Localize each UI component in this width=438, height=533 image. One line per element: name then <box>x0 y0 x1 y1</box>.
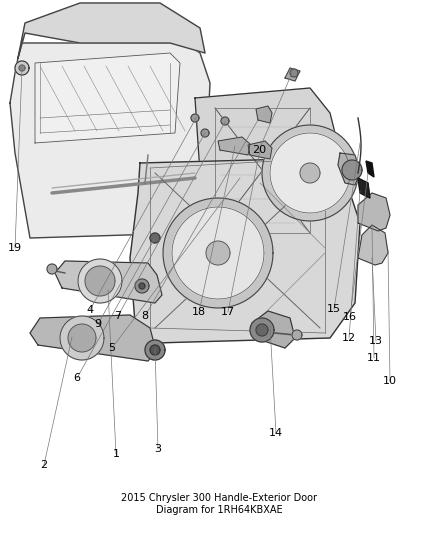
Polygon shape <box>60 316 104 360</box>
Polygon shape <box>68 324 96 352</box>
Text: 8: 8 <box>141 311 148 321</box>
Polygon shape <box>145 340 165 360</box>
Text: 17: 17 <box>221 307 235 317</box>
Polygon shape <box>10 43 210 238</box>
Polygon shape <box>163 198 273 308</box>
Text: 5: 5 <box>109 343 116 353</box>
Polygon shape <box>256 324 268 336</box>
Text: 6: 6 <box>74 373 81 383</box>
Text: 13: 13 <box>369 336 383 346</box>
Polygon shape <box>250 318 274 342</box>
Text: 2: 2 <box>40 460 48 470</box>
Text: 18: 18 <box>192 307 206 317</box>
Polygon shape <box>358 193 390 231</box>
Polygon shape <box>78 259 122 303</box>
Polygon shape <box>35 53 180 143</box>
Polygon shape <box>150 233 160 243</box>
Text: 15: 15 <box>327 304 341 314</box>
Polygon shape <box>366 161 374 177</box>
Polygon shape <box>290 69 298 77</box>
Text: 2015 Chrysler 300 Handle-Exterior Door
Diagram for 1RH64KBXAE: 2015 Chrysler 300 Handle-Exterior Door D… <box>121 494 317 515</box>
Polygon shape <box>300 163 320 183</box>
Text: 14: 14 <box>269 428 283 438</box>
Text: 16: 16 <box>343 312 357 322</box>
Text: 20: 20 <box>252 145 266 155</box>
Polygon shape <box>30 315 156 361</box>
Polygon shape <box>270 133 350 213</box>
Polygon shape <box>358 178 370 198</box>
Polygon shape <box>19 65 25 71</box>
Polygon shape <box>55 261 162 303</box>
Polygon shape <box>18 3 205 58</box>
Text: 9: 9 <box>95 319 102 329</box>
Text: 1: 1 <box>113 449 120 459</box>
Polygon shape <box>285 68 300 81</box>
Polygon shape <box>248 141 272 159</box>
Polygon shape <box>256 106 272 123</box>
Text: 7: 7 <box>114 311 122 321</box>
Polygon shape <box>292 330 302 340</box>
Text: 19: 19 <box>8 243 22 253</box>
Polygon shape <box>191 114 199 122</box>
Text: 11: 11 <box>367 353 381 363</box>
Text: 10: 10 <box>383 376 397 386</box>
Polygon shape <box>130 158 360 343</box>
Polygon shape <box>85 266 115 296</box>
Polygon shape <box>135 279 149 293</box>
Polygon shape <box>15 61 29 75</box>
Polygon shape <box>221 117 229 125</box>
Polygon shape <box>139 283 145 289</box>
Polygon shape <box>252 311 295 348</box>
Polygon shape <box>172 207 264 299</box>
Polygon shape <box>47 264 57 274</box>
Polygon shape <box>262 125 358 221</box>
Polygon shape <box>150 345 160 355</box>
Polygon shape <box>338 153 360 185</box>
Polygon shape <box>206 241 230 265</box>
Polygon shape <box>201 129 209 137</box>
Text: 4: 4 <box>86 305 94 315</box>
Polygon shape <box>358 225 388 265</box>
Polygon shape <box>342 160 362 180</box>
Text: 12: 12 <box>342 333 356 343</box>
Text: 3: 3 <box>155 444 162 454</box>
Polygon shape <box>195 88 340 248</box>
Polygon shape <box>218 137 250 155</box>
